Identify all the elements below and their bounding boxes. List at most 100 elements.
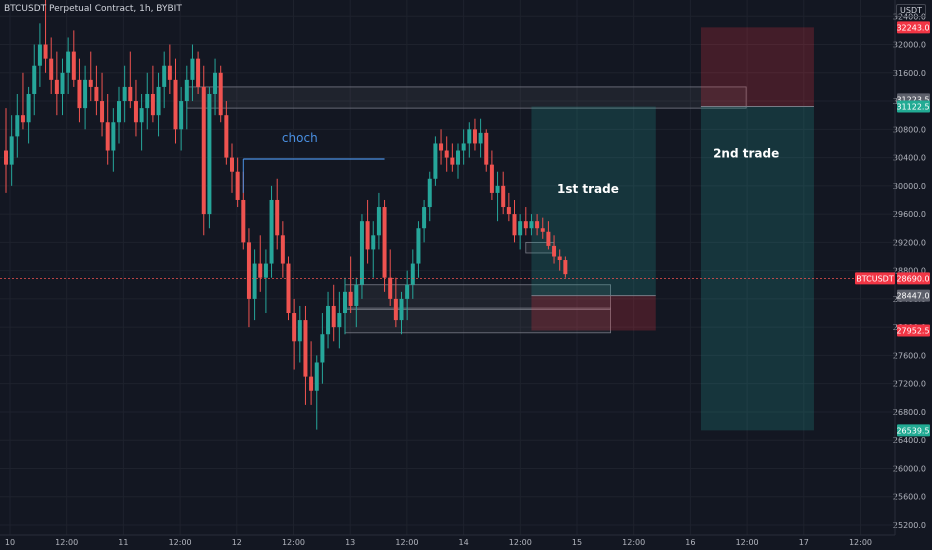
candle-body: [258, 263, 263, 278]
candle-body: [88, 79, 93, 87]
candle-body: [348, 291, 353, 306]
candle-body: [359, 221, 364, 285]
chart-title: BTCUSDT Perpetual Contract, 1h, BYBIT: [4, 4, 182, 14]
last-price-label-bg: [897, 272, 930, 285]
candle-body: [235, 171, 240, 200]
candle-body: [49, 58, 54, 80]
candle-body: [150, 93, 155, 116]
candle-body: [100, 101, 105, 123]
candle-body: [297, 320, 302, 342]
candle-body: [224, 115, 229, 158]
candle-body: [190, 58, 195, 80]
x-tick-label: 12:00: [736, 538, 759, 547]
x-tick-label: 13: [345, 538, 355, 547]
y-tick-label: 27600.0: [893, 351, 926, 360]
candle-body: [371, 235, 376, 250]
x-tick-label: 12:00: [395, 538, 418, 547]
y-tick-label: 26000.0: [893, 464, 926, 473]
candle-body: [405, 284, 410, 299]
candle-body: [410, 263, 415, 285]
x-tick-label: 12: [232, 538, 242, 547]
candle-body: [286, 263, 291, 314]
price-label: 31223.5: [896, 95, 929, 104]
candle-body: [37, 44, 42, 66]
candle-body: [506, 207, 511, 215]
x-tick-label: 15: [572, 538, 582, 547]
x-tick-label: 17: [799, 538, 809, 547]
candle-body: [535, 221, 540, 229]
candle-body: [26, 93, 31, 123]
price-label: 32243.0: [896, 23, 929, 32]
candle-body: [546, 231, 551, 246]
y-tick-label: 29200.0: [893, 238, 926, 247]
y-tick-label: 28800.0: [893, 267, 926, 276]
price-label: 31122.5: [896, 103, 929, 112]
candle-body: [179, 101, 184, 130]
candle-body: [213, 72, 218, 94]
candle-body: [263, 263, 268, 278]
candle-body: [450, 157, 455, 165]
y-tick-label: 29600.0: [893, 210, 926, 219]
last-price-label: 28690.0: [896, 274, 929, 283]
y-tick-label: 30000.0: [893, 182, 926, 191]
candle-body: [563, 260, 568, 275]
candle-body: [218, 72, 223, 116]
candle-body: [331, 305, 336, 328]
candle-body: [269, 199, 274, 264]
candle-body: [230, 157, 234, 172]
candle-body: [382, 207, 387, 278]
price-label: 27952.5: [896, 327, 929, 336]
candle-body: [201, 86, 206, 215]
x-tick-label: 12:00: [169, 538, 192, 547]
candle-body: [512, 214, 517, 236]
candle-body: [207, 93, 212, 215]
price-label-bg: [897, 100, 930, 113]
candle-body: [167, 65, 172, 80]
candle-body: [518, 221, 523, 236]
price-label-bg: [897, 21, 930, 34]
candle-body: [365, 221, 370, 250]
candle-body: [393, 298, 398, 321]
candle-body: [444, 150, 449, 158]
candle-body: [275, 199, 280, 236]
y-tick-label: 30400.0: [893, 154, 926, 163]
candle-body: [280, 235, 285, 264]
candle-body: [105, 122, 110, 151]
candle-body: [439, 143, 444, 151]
candle-body: [83, 79, 88, 109]
symbol-label-bg: [855, 272, 895, 285]
candle-body: [128, 86, 133, 102]
currency-badge[interactable]: USDT: [896, 4, 926, 17]
position-stop-area: [531, 295, 656, 331]
candle-body: [111, 122, 116, 151]
time-axis[interactable]: 10 12:00 11 12:00 12 12:00 13 12:00 14 12:00 15 12:…: [0, 534, 895, 547]
position-target-area: [700, 106, 814, 431]
candle-body: [523, 221, 528, 229]
position-target-area: [531, 106, 656, 296]
candle-body: [484, 132, 489, 165]
price-label: 26539.5: [896, 426, 929, 435]
x-tick-label: 12:00: [509, 538, 532, 547]
candle-body: [246, 242, 251, 299]
price-label: 28447.0: [896, 292, 929, 301]
position-tools[interactable]: [531, 27, 814, 431]
candle-body: [337, 313, 342, 328]
candle-body: [314, 362, 319, 391]
candle-body: [478, 132, 483, 144]
candle-body: [343, 291, 347, 314]
candle-body: [162, 65, 167, 87]
candle-body: [133, 101, 138, 123]
symbol-label: BTCUSDT: [856, 274, 894, 283]
candle-body: [15, 115, 20, 137]
candle-body: [184, 79, 189, 102]
candle-body: [552, 245, 557, 257]
candle-body: [472, 129, 477, 144]
candle-body: [303, 320, 308, 377]
x-tick-label: 10: [5, 538, 15, 547]
candle-body: [416, 228, 421, 264]
candle-body: [557, 256, 562, 261]
candle-body: [456, 150, 460, 165]
x-tick-label: 11: [118, 538, 128, 547]
